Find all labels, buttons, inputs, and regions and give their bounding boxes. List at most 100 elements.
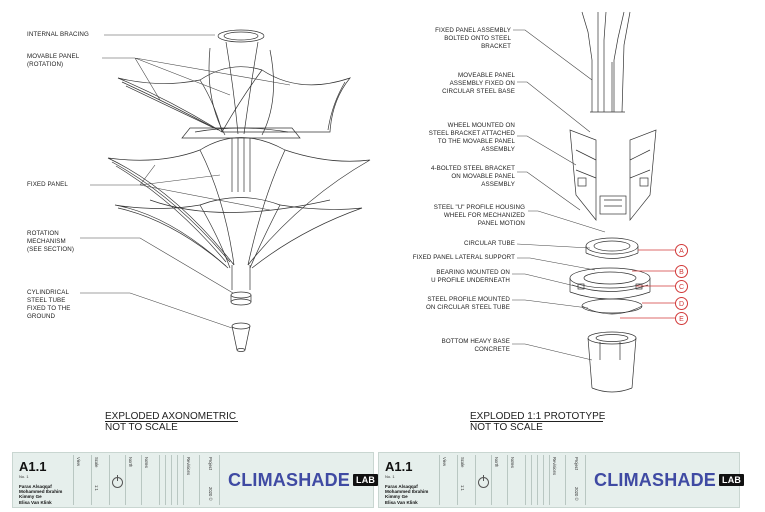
label-moveable-assembly-3: CIRCULAR STEEL BASE — [442, 88, 515, 95]
divider — [543, 455, 544, 505]
team-name: Mohammed Ibrahim — [19, 489, 63, 495]
divider — [549, 455, 550, 505]
scale-label: Scale — [460, 457, 465, 468]
label-circular-tube: CIRCULAR TUBE — [463, 240, 515, 247]
label-internal-bracing: INTERNAL BRACING — [27, 31, 89, 38]
caption-right-rule — [470, 421, 603, 422]
team-name: Faras Alsaqqaf — [19, 484, 52, 489]
label-wheel-4: ASSEMBLY — [481, 146, 515, 153]
divider — [199, 455, 200, 505]
divider — [73, 455, 74, 505]
label-moveable-assembly-2: ASSEMBLY FIXED ON — [449, 80, 515, 87]
sheet-code: A1.1 — [385, 459, 413, 474]
divider — [141, 455, 142, 505]
divider — [525, 455, 526, 505]
brand-name: CLIMASHADE — [228, 470, 350, 490]
divider — [537, 455, 538, 505]
marker-c: C — [675, 280, 688, 293]
label-rotation-mechanism-1: ROTATION — [27, 230, 59, 237]
marker-a: A — [675, 244, 688, 257]
view-label: View — [442, 457, 447, 467]
divider — [585, 455, 586, 505]
divider — [565, 455, 566, 505]
caption-right-scale: NOT TO SCALE — [470, 422, 543, 433]
divider — [109, 455, 110, 505]
caption-left-scale: NOT TO SCALE — [105, 422, 178, 433]
divider — [125, 455, 126, 505]
divider — [159, 455, 160, 505]
divider — [457, 455, 458, 505]
label-bearing-1: BEARING MOUNTED ON — [436, 269, 510, 276]
team-name: Faras Alsaqqaf — [385, 484, 418, 489]
divider — [491, 455, 492, 505]
caption-right-title: EXPLODED 1:1 PROTOTYPE — [470, 411, 606, 422]
title-block-right: A1.1 No. 1 Faras Alsaqqaf Mohammed Ibrah… — [378, 452, 745, 508]
label-bracket-2: ON MOVABLE PANEL — [451, 173, 515, 180]
label-u-profile-3: PANEL MOTION — [477, 220, 525, 227]
team-name: Kimmy Ge — [385, 494, 408, 500]
label-fixed-assembly-3: BRACKET — [481, 43, 511, 50]
bearing-assembly-drawing — [569, 267, 651, 300]
label-concrete-base-2: CONCRETE — [474, 346, 510, 353]
sheet-code: A1.1 — [19, 459, 47, 474]
circular-tube-drawing — [585, 237, 639, 259]
project-label: Project — [208, 457, 213, 471]
divider — [439, 455, 440, 505]
brand-tag: LAB — [353, 474, 379, 486]
team-name: Elisa Van Klink — [385, 499, 418, 505]
label-movable-panel: MOVABLE PANEL — [27, 53, 80, 60]
label-wheel-1: WHEEL MOUNTED ON — [447, 122, 515, 129]
team-names: Faras Alsaqqaf Mohammed Ibrahim Kimmy Ge… — [19, 484, 62, 505]
year-label: 2020 © — [574, 487, 579, 501]
notes-label: Notes — [144, 457, 149, 468]
fixed-panel-assembly-drawing — [581, 11, 631, 113]
marker-b: B — [675, 265, 688, 278]
revisions-label: Revisions — [552, 457, 557, 476]
scale-value: 1:1 — [460, 485, 465, 491]
caption-left-title: EXPLODED AXONOMETRIC — [105, 411, 237, 422]
concrete-base-drawing — [587, 331, 637, 393]
sheet-number: No. 1 — [19, 474, 29, 479]
team-name: Mohammed Ibrahim — [385, 489, 429, 495]
label-bracket-3: ASSEMBLY — [481, 181, 515, 188]
label-lateral-support: FIXED PANEL LATERAL SUPPORT — [412, 254, 515, 261]
internal-bracing-ring — [217, 29, 265, 43]
marker-d: D — [675, 297, 688, 310]
label-u-profile-2: WHEEL FOR MECHANIZED — [443, 212, 525, 219]
drawing-canvas — [80, 11, 676, 393]
label-wheel-2: STEEL BRACKET ATTACHED — [428, 130, 515, 137]
label-fixed-panel: FIXED PANEL — [27, 181, 68, 188]
label-steel-profile-2: ON CIRCULAR STEEL TUBE — [425, 304, 510, 311]
year-label: 2020 © — [208, 487, 213, 501]
steel-profile-drawing — [581, 298, 643, 315]
label-fixed-assembly-1: FIXED PANEL ASSEMBLY — [435, 27, 511, 34]
brand-name: CLIMASHADE — [594, 470, 716, 490]
label-u-profile-1: STEEL "U" PROFILE HOUSING — [433, 204, 525, 211]
caption-right: EXPLODED 1:1 PROTOTYPE NOT TO SCALE — [470, 411, 605, 433]
divider — [165, 455, 166, 505]
divider — [475, 455, 476, 505]
brand-logo: CLIMASHADE LAB — [228, 470, 379, 491]
label-wheel-3: TO THE MOVABLE PANEL — [437, 138, 515, 145]
label-fixed-assembly-2: BOLTED ONTO STEEL — [444, 35, 511, 42]
brand-tag: LAB — [719, 474, 745, 486]
divider — [91, 455, 92, 505]
notes-label: Notes — [510, 457, 515, 468]
label-steel-profile-1: STEEL PROFILE MOUNTED — [427, 296, 510, 303]
divider — [507, 455, 508, 505]
divider — [219, 455, 220, 505]
label-steel-tube-2: STEEL TUBE — [27, 297, 66, 304]
label-steel-tube-4: GROUND — [27, 313, 56, 320]
label-rotation-mechanism-2: MECHANISM — [27, 238, 66, 245]
team-names: Faras Alsaqqaf Mohammed Ibrahim Kimmy Ge… — [385, 484, 428, 505]
team-name: Kimmy Ge — [19, 494, 42, 500]
team-name: Elisa Van Klink — [19, 499, 52, 505]
north-arrow-icon — [478, 475, 489, 488]
divider — [171, 455, 172, 505]
revisions-label: Revisions — [186, 457, 191, 476]
fixed-panel-drawing — [107, 137, 371, 290]
north-label: North — [128, 457, 133, 468]
movable-panel-drawing — [117, 41, 352, 192]
label-bracket-1: 4-BOLTED STEEL BRACKET — [430, 165, 515, 172]
brand-logo: CLIMASHADE LAB — [594, 470, 745, 491]
